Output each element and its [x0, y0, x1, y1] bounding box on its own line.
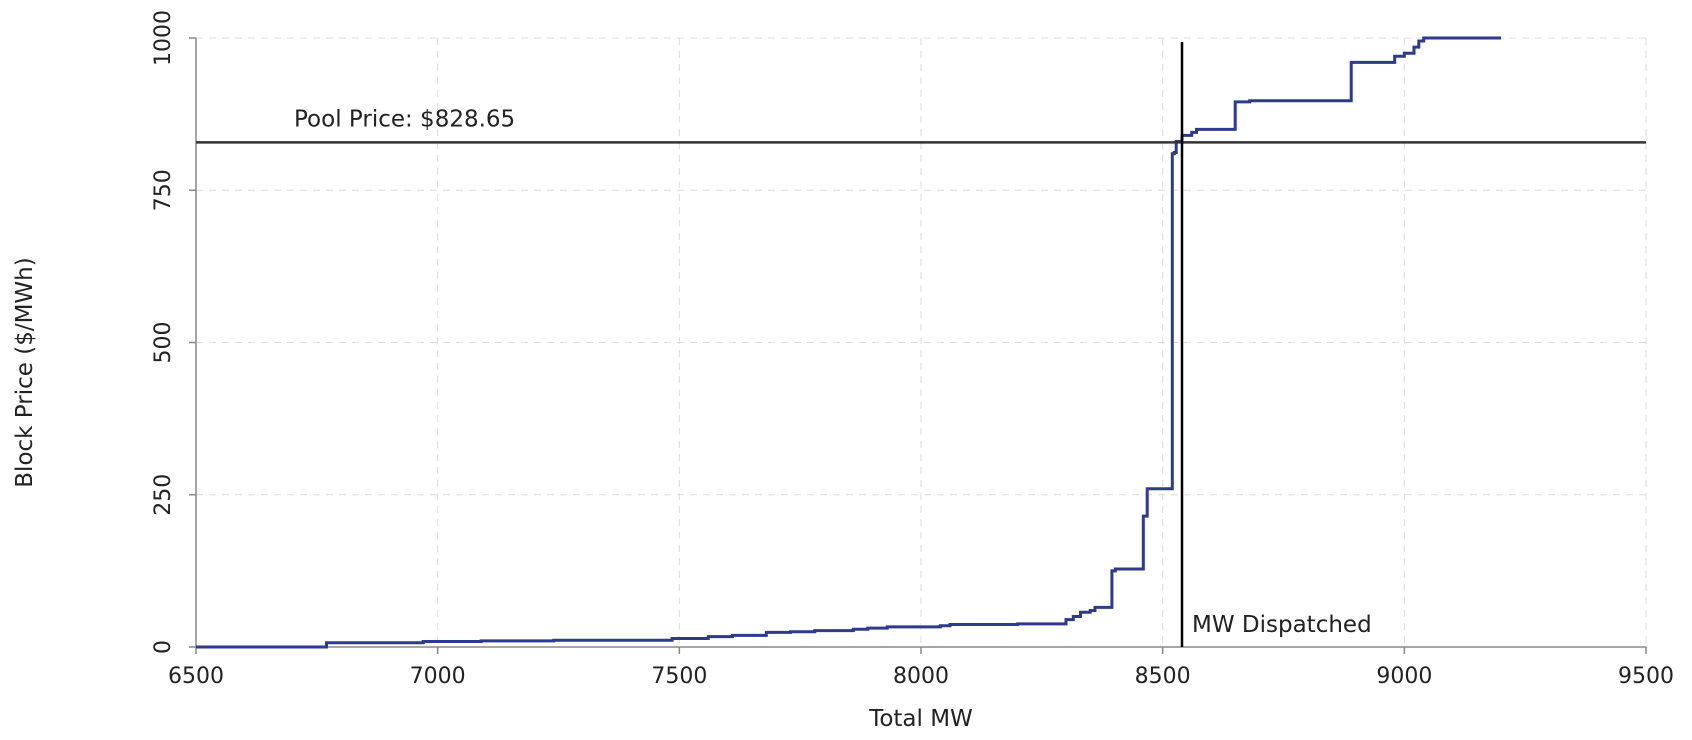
- y-tick-label: 250: [151, 474, 176, 516]
- axes-layer: 6500 7000 7500 8000 8500 9000 9500 0 250 500 750 10…: [151, 10, 1674, 689]
- supply-curve-line: [196, 36, 1501, 649]
- x-axis-title: Total MW: [868, 706, 973, 732]
- y-tick-label: 1000: [151, 10, 176, 66]
- x-tick-label: 9000: [1376, 664, 1432, 689]
- x-tick-label: 7000: [410, 664, 466, 689]
- series-layer: [196, 36, 1501, 649]
- pool-price-label: Pool Price: $828.65: [294, 106, 515, 132]
- labels-layer: Total MW Block Price ($/MWh): [12, 257, 973, 732]
- annotation-layer: Pool Price: $828.65 MW Dispatched: [196, 42, 1646, 647]
- y-axis-title: Block Price ($/MWh): [12, 257, 38, 487]
- y-tick-label: 750: [151, 169, 176, 211]
- y-tick-label: 0: [151, 640, 176, 654]
- x-tick-label: 7500: [651, 664, 707, 689]
- x-tick-label: 8500: [1135, 664, 1191, 689]
- x-tick-label: 6500: [168, 664, 224, 689]
- grid-layer: [196, 37, 1647, 647]
- x-tick-label: 8000: [893, 664, 949, 689]
- mw-dispatched-label: MW Dispatched: [1192, 612, 1372, 638]
- y-tick-label: 500: [151, 322, 176, 364]
- x-tick-label: 9500: [1618, 664, 1674, 689]
